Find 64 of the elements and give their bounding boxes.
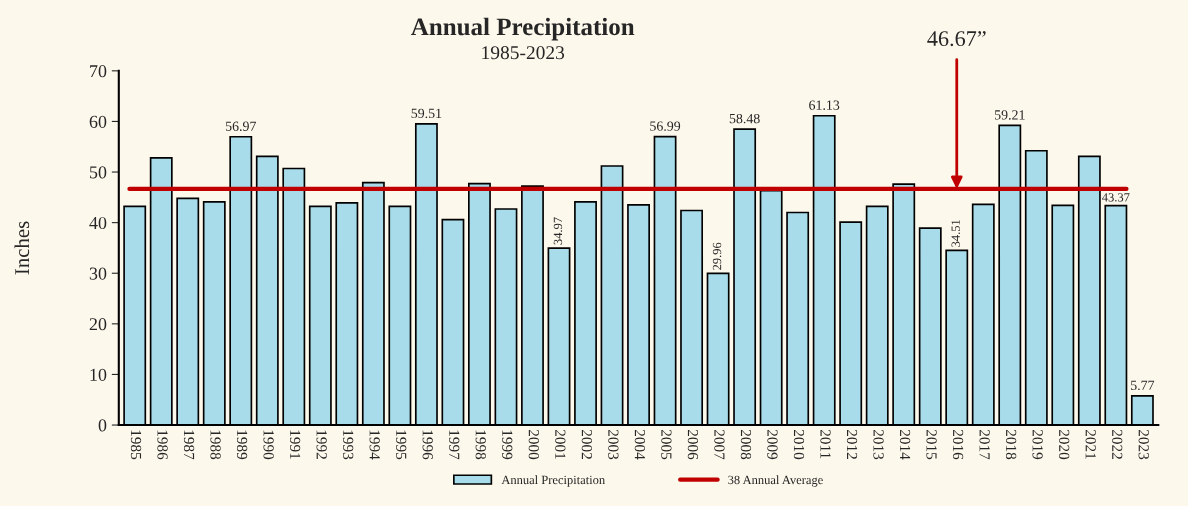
- x-tick-label: 2015: [926, 429, 937, 460]
- data-label: 43.37: [1102, 193, 1130, 202]
- y-tick-label: 0: [98, 419, 107, 432]
- x-tick-label: 1995: [396, 430, 407, 460]
- x-tick-label: 2002: [581, 429, 592, 459]
- x-tick-label: 2007: [714, 429, 725, 460]
- data-label: 56.99: [650, 121, 681, 131]
- x-tick-label: 1993: [343, 430, 354, 460]
- y-tick-label: 10: [90, 368, 107, 381]
- data-label: 29.96: [712, 242, 722, 270]
- x-tick-label: 2004: [634, 429, 646, 460]
- x-tick-label: 1994: [369, 430, 380, 460]
- x-tick-label: 2013: [873, 429, 884, 460]
- x-tick-label: 1998: [475, 430, 486, 460]
- y-tick-label: 30: [89, 267, 107, 280]
- data-label: 59.21: [994, 110, 1025, 120]
- x-tick-label: 2005: [661, 429, 672, 460]
- x-tick-label: 1992: [316, 430, 327, 459]
- y-axis-title: Inches: [14, 221, 30, 275]
- x-tick-label: 2023: [1138, 429, 1149, 460]
- x-tick-label: 1997: [449, 430, 460, 460]
- y-tick-label: 70: [90, 65, 107, 78]
- x-tick-label: 2021: [1085, 429, 1096, 459]
- data-label: 5.77: [1131, 380, 1155, 391]
- annotation: 46.67”: [927, 31, 986, 47]
- x-tick-label: 1991: [289, 430, 301, 459]
- y-tick-label: 50: [89, 166, 107, 179]
- x-tick-label: 2016: [952, 429, 964, 460]
- x-tick-label: 2006: [687, 429, 699, 460]
- data-label: 59.51: [411, 108, 442, 119]
- x-tick-label: 2001: [555, 429, 566, 459]
- x-tick-label: 2008: [740, 429, 752, 460]
- y-tick-label: 40: [89, 216, 107, 230]
- x-tick-label: 2010: [793, 429, 805, 460]
- x-tick-label: 1999: [502, 430, 513, 460]
- x-tick-label: 2009: [767, 429, 778, 460]
- legend-label: Annual Precipitation: [501, 475, 605, 487]
- chart-title: Annual Precipitation: [411, 17, 635, 41]
- x-tick-label: 1986: [157, 430, 168, 460]
- legend-label: 38 Annual Average: [728, 475, 823, 487]
- data-label: 34.51: [951, 220, 960, 247]
- data-label: 56.97: [225, 121, 257, 131]
- x-tick-label: 2012: [846, 429, 858, 459]
- x-tick-label: 2019: [1032, 429, 1043, 460]
- x-tick-label: 2000: [528, 429, 539, 460]
- x-tick-label: 2003: [608, 429, 619, 460]
- x-tick-label: 2014: [899, 429, 911, 460]
- x-tick-label: 2017: [979, 429, 990, 460]
- x-tick-label: 1996: [422, 430, 433, 460]
- x-tick-label: 2018: [1005, 429, 1017, 460]
- x-tick-label: 1990: [263, 430, 274, 460]
- x-tick-label: 1987: [183, 430, 195, 460]
- x-tick-label: 1989: [236, 430, 248, 460]
- data-label: 34.97: [553, 217, 563, 245]
- x-tick-label: 1988: [210, 430, 221, 460]
- y-tick-label: 60: [89, 115, 107, 128]
- chart-subtitle: 1985-2023: [482, 46, 565, 60]
- x-tick-label: 2011: [820, 429, 831, 459]
- x-tick-label: 2022: [1112, 429, 1123, 459]
- data-label: 58.48: [729, 113, 760, 124]
- x-tick-label: 2020: [1059, 429, 1070, 460]
- data-label: 61.13: [809, 100, 840, 110]
- y-tick-label: 20: [89, 318, 107, 331]
- x-tick-label: 1985: [130, 430, 142, 460]
